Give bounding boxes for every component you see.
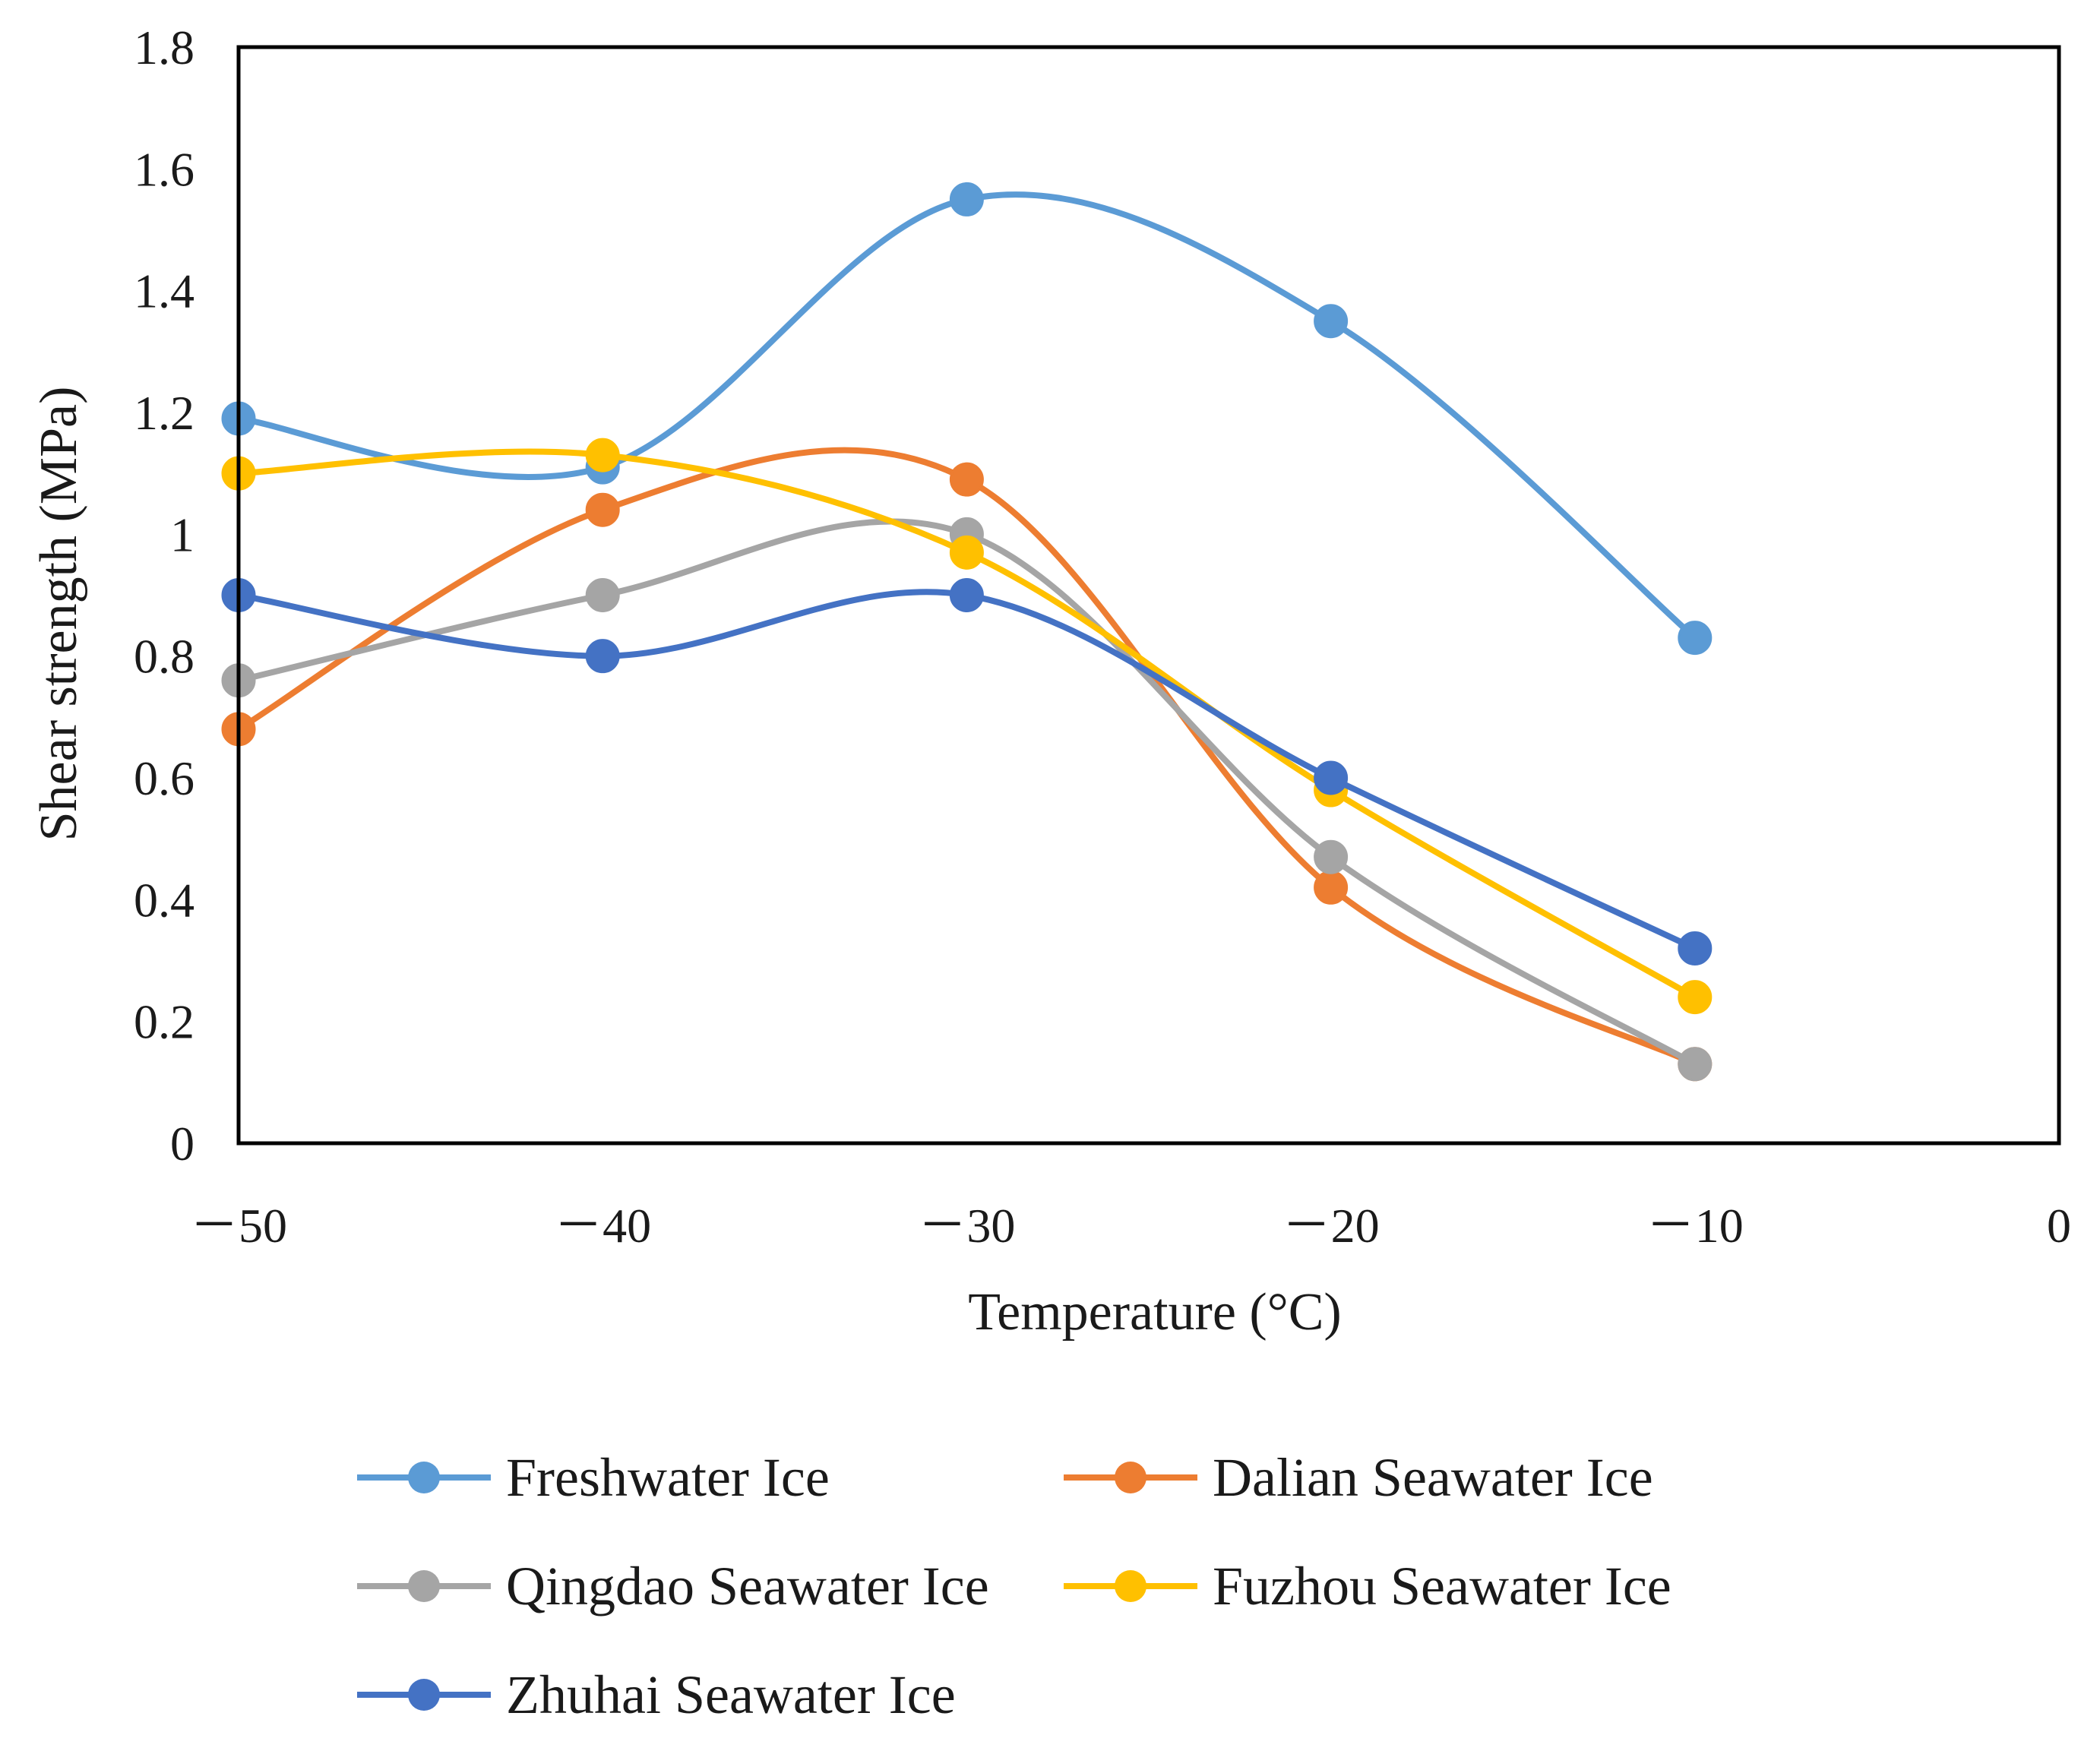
legend-label: Fuzhou Seawater Ice	[1213, 1556, 1671, 1617]
legend-label: Zhuhai Seawater Ice	[506, 1664, 956, 1725]
legend: Freshwater Ice Dalian Seawater Ice Qingdao…	[357, 1447, 1671, 1725]
data-point-qingdao-seawater-ice	[585, 578, 620, 612]
y-tick-label: 0.8	[134, 630, 195, 684]
data-point-freshwater-ice	[949, 182, 984, 216]
plot-area-frame	[236, 45, 2061, 1146]
legend-label: Dalian Seawater Ice	[1213, 1447, 1653, 1508]
data-point-freshwater-ice	[1314, 304, 1349, 339]
data-point-zhuhai-seawater-ice	[585, 639, 620, 674]
data-point-freshwater-ice	[1678, 621, 1713, 656]
legend-marker	[1115, 1570, 1146, 1602]
x-tick-label: －30	[918, 1199, 1015, 1253]
y-axis-title: Shear strength (MPa)	[30, 387, 88, 842]
legend-label: Qingdao Seawater Ice	[506, 1556, 989, 1617]
x-tick-label: －50	[190, 1199, 287, 1253]
series-layer	[221, 182, 1713, 1082]
y-tick-label: 1.2	[134, 386, 195, 440]
legend-marker	[408, 1679, 440, 1711]
y-axis-ticks: 0 0.2 0.4 0.6 0.8 1 1.2 1.4 1.6 1.8	[134, 21, 195, 1171]
x-axis-title: Temperature (°C)	[968, 1283, 1341, 1342]
y-tick-label: 0.4	[134, 873, 195, 927]
x-tick-label: －40	[554, 1199, 651, 1253]
x-axis-ticks: －50 －40 －30 －20 －10 0	[190, 1199, 2071, 1253]
series-qingdao-seawater-ice	[221, 517, 1713, 1082]
legend-item-dalian-seawater-ice: Dalian Seawater Ice	[1064, 1447, 1653, 1508]
x-tick-label: －10	[1646, 1199, 1744, 1253]
series-fuzhou-seawater-ice	[221, 438, 1713, 1015]
data-point-zhuhai-seawater-ice	[949, 578, 984, 612]
series-line-dalian-seawater-ice	[236, 447, 1698, 1067]
data-point-fuzhou-seawater-ice	[585, 438, 620, 472]
series-freshwater-ice	[221, 182, 1713, 656]
data-point-fuzhou-seawater-ice	[1678, 980, 1713, 1015]
legend-label: Freshwater Ice	[506, 1447, 830, 1508]
data-point-zhuhai-seawater-ice	[1314, 760, 1349, 795]
y-tick-label: 1	[170, 507, 195, 561]
y-tick-label: 1.8	[134, 21, 195, 74]
y-tick-label: 0	[170, 1117, 195, 1171]
x-tick-label: 0	[2047, 1199, 2071, 1253]
y-tick-label: 1.4	[134, 264, 195, 318]
legend-marker	[408, 1462, 440, 1493]
legend-item-fuzhou-seawater-ice: Fuzhou Seawater Ice	[1064, 1556, 1671, 1617]
data-point-dalian-seawater-ice	[1314, 870, 1349, 905]
data-point-qingdao-seawater-ice	[1314, 839, 1349, 874]
data-point-qingdao-seawater-ice	[1678, 1047, 1713, 1082]
legend-item-zhuhai-seawater-ice: Zhuhai Seawater Ice	[357, 1664, 956, 1725]
data-point-dalian-seawater-ice	[949, 462, 984, 497]
legend-item-freshwater-ice: Freshwater Ice	[357, 1447, 830, 1508]
series-zhuhai-seawater-ice	[221, 578, 1713, 965]
x-tick-label: －20	[1282, 1199, 1380, 1253]
y-tick-label: 0.6	[134, 751, 195, 805]
y-tick-label: 0.2	[134, 995, 195, 1049]
legend-marker	[1115, 1462, 1146, 1493]
legend-marker	[408, 1570, 440, 1602]
data-point-dalian-seawater-ice	[585, 492, 620, 527]
legend-item-qingdao-seawater-ice: Qingdao Seawater Ice	[357, 1556, 989, 1617]
y-tick-label: 1.6	[134, 142, 195, 196]
data-point-fuzhou-seawater-ice	[949, 535, 984, 570]
data-point-zhuhai-seawater-ice	[1678, 931, 1713, 965]
